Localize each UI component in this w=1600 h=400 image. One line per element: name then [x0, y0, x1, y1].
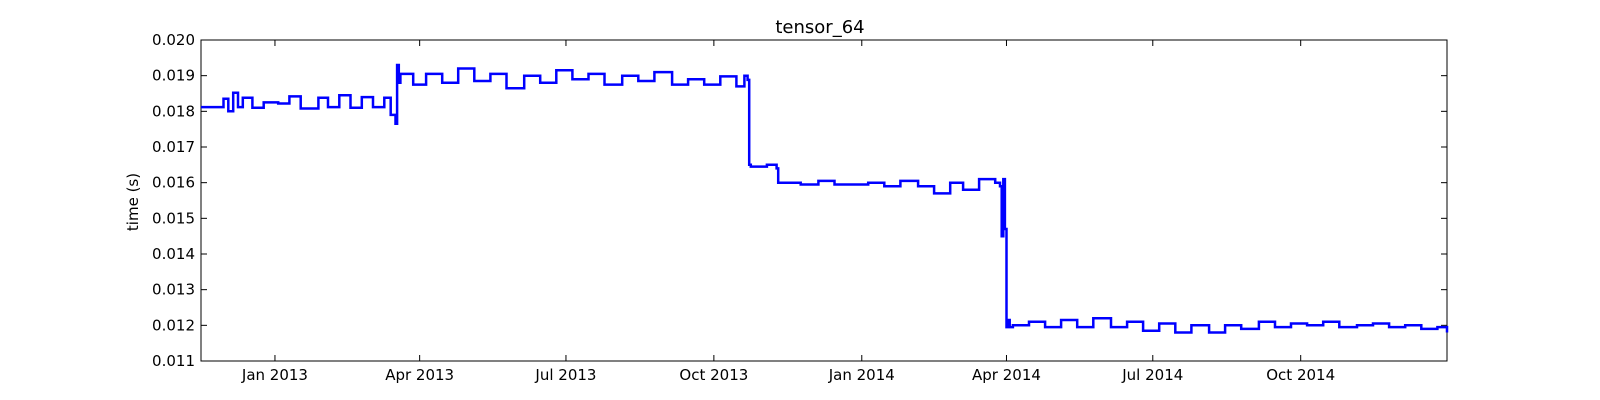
y-tick-label: 0.013 — [152, 281, 195, 299]
y-tick-label: 0.020 — [152, 31, 195, 49]
y-axis-title: time (s) — [124, 173, 142, 231]
x-axis-ticks: Jan 2013 Apr 2013 Jul 2013 Oct 2013 Jan 2014… — [241, 40, 1335, 384]
series-layer — [201, 63, 1449, 334]
x-tick-label: Apr 2014 — [972, 366, 1041, 384]
y-tick-label: 0.019 — [152, 67, 195, 85]
plot-area: 0.011 0.012 0.013 0.014 0.015 0.016 0.017 0.018… — [152, 31, 1449, 384]
x-tick-label: Jan 2014 — [828, 366, 895, 384]
y-tick-label: 0.018 — [152, 102, 195, 120]
x-tick-label: Oct 2014 — [1266, 366, 1335, 384]
y-tick-label: 0.015 — [152, 209, 195, 227]
y-tick-label: 0.014 — [152, 245, 195, 263]
y-tick-label: 0.012 — [152, 316, 195, 334]
y-axis-ticks: 0.011 0.012 0.013 0.014 0.015 0.016 0.017 0.018… — [152, 31, 1447, 370]
series-line — [201, 63, 1449, 334]
y-tick-label: 0.017 — [152, 138, 195, 156]
x-tick-label: Oct 2013 — [679, 366, 748, 384]
x-tick-label: Apr 2013 — [385, 366, 454, 384]
x-tick-label: Jul 2014 — [1121, 366, 1183, 384]
x-tick-label: Jul 2013 — [534, 366, 596, 384]
plot-frame — [200, 39, 1448, 362]
y-tick-label: 0.016 — [152, 174, 195, 192]
x-tick-label: Jan 2013 — [241, 366, 308, 384]
chart-title: tensor_64 — [775, 17, 864, 38]
y-tick-label: 0.011 — [152, 352, 195, 370]
